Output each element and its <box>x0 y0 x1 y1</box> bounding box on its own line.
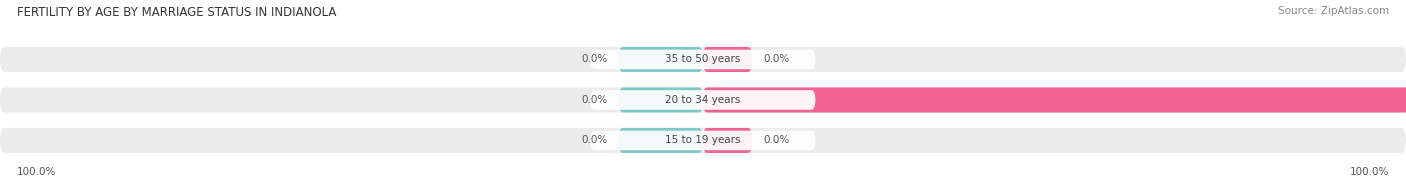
FancyBboxPatch shape <box>0 128 1406 153</box>
Text: 0.0%: 0.0% <box>581 135 607 145</box>
FancyBboxPatch shape <box>591 90 815 110</box>
Text: 0.0%: 0.0% <box>581 95 607 105</box>
FancyBboxPatch shape <box>703 87 1406 113</box>
Text: 35 to 50 years: 35 to 50 years <box>665 54 741 64</box>
Text: 0.0%: 0.0% <box>763 135 790 145</box>
FancyBboxPatch shape <box>619 128 703 153</box>
FancyBboxPatch shape <box>591 50 815 69</box>
FancyBboxPatch shape <box>619 47 703 72</box>
FancyBboxPatch shape <box>0 47 1406 72</box>
Text: 0.0%: 0.0% <box>581 54 607 64</box>
Text: 20 to 34 years: 20 to 34 years <box>665 95 741 105</box>
FancyBboxPatch shape <box>0 87 1406 113</box>
FancyBboxPatch shape <box>619 87 703 113</box>
FancyBboxPatch shape <box>591 131 815 150</box>
Text: 100.0%: 100.0% <box>17 167 56 178</box>
Text: 100.0%: 100.0% <box>1350 167 1389 178</box>
Text: 0.0%: 0.0% <box>763 54 790 64</box>
Text: FERTILITY BY AGE BY MARRIAGE STATUS IN INDIANOLA: FERTILITY BY AGE BY MARRIAGE STATUS IN I… <box>17 6 336 19</box>
Text: Source: ZipAtlas.com: Source: ZipAtlas.com <box>1278 6 1389 16</box>
FancyBboxPatch shape <box>703 47 752 72</box>
FancyBboxPatch shape <box>703 128 752 153</box>
Text: 15 to 19 years: 15 to 19 years <box>665 135 741 145</box>
